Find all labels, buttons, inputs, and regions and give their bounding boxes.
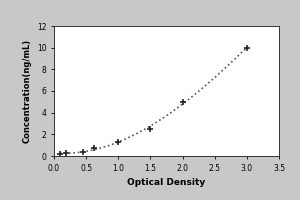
X-axis label: Optical Density: Optical Density [128, 178, 206, 187]
Y-axis label: Concentration(ng/mL): Concentration(ng/mL) [22, 39, 31, 143]
